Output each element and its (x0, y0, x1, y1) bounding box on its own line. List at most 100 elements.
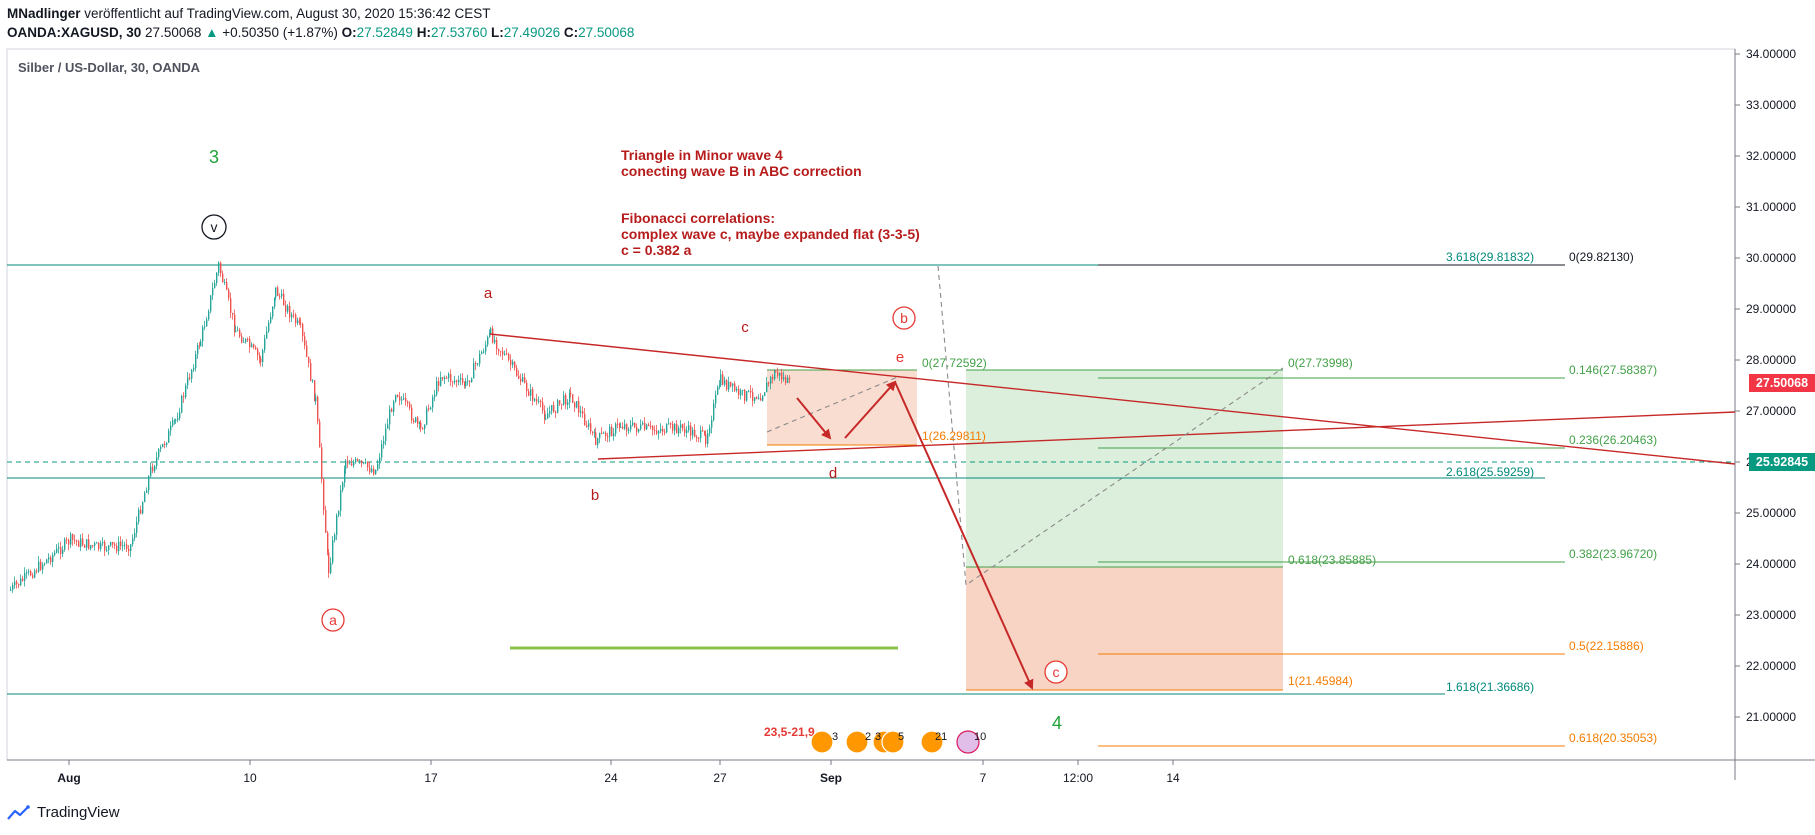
candle-body (76, 540, 78, 542)
fib-label-1-mid: 1(21.45984) (1288, 674, 1353, 688)
us-flag-event-icon[interactable] (956, 730, 980, 754)
candle-body (14, 581, 16, 586)
us-flag-event-icon[interactable] (881, 730, 905, 754)
candle-body (617, 423, 619, 425)
candle-body (777, 371, 779, 376)
candle-body (528, 391, 530, 396)
candle-body (218, 262, 220, 273)
price-axis-ticks[interactable]: 34.00000 33.00000 32.00000 31.00000 30.00000… (1735, 47, 1796, 724)
candle-body (605, 432, 607, 437)
candle-body (760, 398, 762, 401)
arrow-wave-c[interactable] (894, 381, 1034, 690)
candle-body (460, 378, 462, 380)
ohlc-header: OANDA:XAGUSD, 30 27.50068 ▲ +0.50350 (+1… (7, 25, 634, 40)
candle-body (504, 353, 506, 355)
candle-body (80, 538, 82, 547)
candle-body (206, 319, 208, 327)
candle-body (758, 398, 760, 400)
note-line-1[interactable]: Triangle in Minor wave 4 (621, 147, 783, 163)
target-red-zone[interactable] (966, 567, 1283, 690)
note-line-5[interactable]: c = 0.382 a (621, 242, 692, 258)
wave-v-circle[interactable] (201, 214, 227, 240)
arrow-wave-d[interactable] (796, 397, 832, 440)
triangle-c-label[interactable]: c (741, 319, 749, 336)
us-flag-event-icon[interactable] (845, 730, 869, 754)
wave-a-circle[interactable] (321, 608, 345, 632)
candle-body (744, 389, 746, 401)
candle-body (779, 372, 781, 376)
wave-c-circle[interactable] (1044, 660, 1068, 684)
wave-b-circle[interactable] (892, 306, 916, 330)
candle-body (584, 413, 586, 426)
note-line-2[interactable]: conecting wave B in ABC correction (621, 163, 862, 179)
candle-body (249, 339, 251, 348)
price-change: +0.50350 (+1.87%) (222, 25, 338, 40)
economic-events-row[interactable]: 3 2 3 5 21 10 (810, 730, 986, 754)
candle-body (253, 344, 255, 348)
wave-c-circle-label: c (1053, 664, 1060, 680)
triangle-e-label[interactable]: e (896, 349, 904, 366)
time-axis-ticks[interactable]: Aug 10 17 24 27 Sep 7 12:00 14 (57, 760, 1180, 785)
candle-body (314, 380, 316, 402)
note-line-4[interactable]: complex wave c, maybe expanded flat (3-3… (621, 226, 920, 242)
candle-body (536, 399, 538, 402)
candle-body (567, 402, 569, 405)
candle-body (391, 409, 393, 412)
candle-body (462, 378, 464, 383)
candlestick-series (10, 261, 791, 593)
candle-body (195, 354, 197, 368)
candle-body (599, 432, 601, 439)
event-count-5: 21 (935, 731, 947, 743)
triangle-upper-trendline[interactable] (489, 333, 1736, 465)
candle-body (393, 401, 395, 412)
candle-body (110, 541, 112, 546)
candle-body (479, 353, 481, 364)
candle-body (530, 389, 532, 396)
candle-body (283, 293, 285, 306)
triangle-lower-trendline[interactable] (597, 411, 1736, 460)
candle-body (387, 424, 389, 429)
projection-dashed-small[interactable] (766, 375, 901, 433)
price-tick-label: 21.00000 (1746, 710, 1796, 724)
us-flag-event-icon[interactable] (810, 730, 834, 754)
candle-body (570, 392, 572, 395)
candle-body (351, 463, 353, 466)
candle-body (230, 298, 232, 313)
wave-3-label[interactable]: 3 (209, 147, 219, 167)
candle-body (473, 362, 475, 379)
candle-body (508, 353, 510, 360)
candle-body (516, 367, 518, 376)
triangle-d-label[interactable]: d (829, 465, 837, 482)
target-green-zone[interactable] (966, 370, 1283, 567)
close-label: C: (563, 25, 579, 40)
tradingview-footer[interactable]: TradingView (7, 804, 120, 821)
author-name[interactable]: MNadlinger (7, 6, 81, 21)
candle-body (553, 405, 555, 412)
us-flag-event-icon[interactable] (920, 730, 944, 754)
projection-dashed-path[interactable] (937, 265, 1284, 586)
candle-body (270, 316, 272, 323)
candle-body (381, 444, 383, 458)
candle-body (317, 396, 319, 422)
candle-body (42, 564, 44, 570)
triangle-b-label[interactable]: b (591, 487, 599, 504)
candle-body (444, 377, 446, 379)
symbol-label[interactable]: OANDA:XAGUSD, 30 (7, 25, 142, 40)
candle-body (785, 377, 787, 384)
candle-body (471, 378, 473, 383)
wave-4-label[interactable]: 4 (1052, 713, 1062, 733)
candle-body (68, 539, 70, 545)
candle-body (210, 295, 212, 312)
note-line-3[interactable]: Fibonacci correlations: (621, 210, 775, 226)
candle-body (334, 534, 336, 541)
candle-body (187, 377, 189, 386)
candle-body (464, 382, 466, 387)
candle-body (369, 467, 371, 473)
candle-body (648, 424, 650, 426)
candle-body (338, 510, 340, 516)
triangle-a-label[interactable]: a (484, 285, 493, 302)
candle-body (22, 578, 24, 581)
arrow-wave-e[interactable] (844, 380, 897, 439)
candle-body (268, 322, 270, 332)
